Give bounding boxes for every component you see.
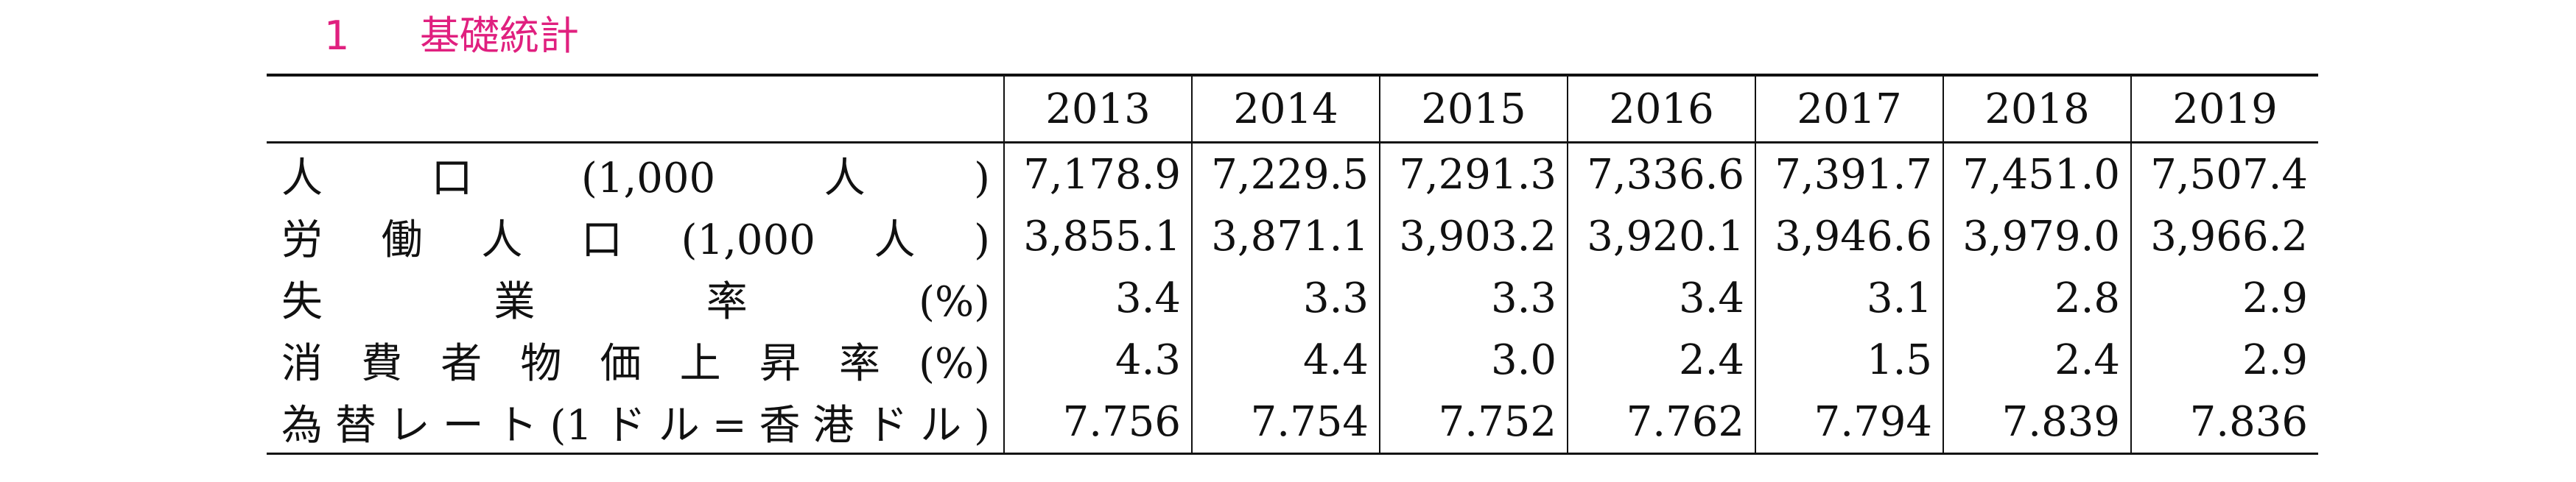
cell-value: 7.839 (1942, 391, 2131, 455)
cell-value: 3.3 (1379, 267, 1568, 329)
cell-value: 2.4 (1942, 329, 2131, 391)
cell-value: 3,903.2 (1379, 205, 1568, 267)
cell-value: 3,946.6 (1755, 205, 1943, 267)
cell-value: 7,178.9 (1003, 142, 1192, 205)
cell-value: 7,507.4 (2130, 142, 2318, 205)
column-header: 2015 (1379, 74, 1568, 143)
cell-value: 2.9 (2130, 267, 2318, 329)
cell-value: 3.4 (1003, 267, 1192, 329)
table-head: 2013 2014 2015 2016 2017 2018 2019 (267, 74, 2318, 143)
cell-value: 1.5 (1755, 329, 1943, 391)
cell-value: 7.794 (1755, 391, 1943, 455)
cell-value: 7,229.5 (1191, 142, 1380, 205)
stats-table: 2013 2014 2015 2016 2017 2018 2019 人口(1,000人) 7… (267, 74, 2318, 455)
cell-value: 3,855.1 (1003, 205, 1192, 267)
table-body: 人口(1,000人) 7,178.9 7,229.5 7,291.3 7,336.6 7,… (267, 142, 2318, 455)
cell-value: 3,979.0 (1942, 205, 2131, 267)
cell-value: 3.1 (1755, 267, 1943, 329)
table-row: 労働人口(1,000人) 3,855.1 3,871.1 3,903.2 3,920.1… (267, 205, 2318, 267)
cell-value: 4.3 (1003, 329, 1192, 391)
row-label: 労働人口(1,000人) (281, 216, 990, 264)
column-header: 2014 (1191, 74, 1380, 143)
corner-cell (267, 74, 1004, 143)
table-row: 人口(1,000人) 7,178.9 7,229.5 7,291.3 7,336.6 7,… (267, 142, 2318, 205)
cell-value: 3.0 (1379, 329, 1568, 391)
cell-value: 7.752 (1379, 391, 1568, 455)
cell-value: 3.3 (1191, 267, 1380, 329)
section-title: 1 基礎統計 (324, 3, 579, 61)
table-row: 為替レート(1ドル=香港ドル) 7.756 7.754 7.752 7.762 7.794… (267, 391, 2318, 455)
cell-value: 7,391.7 (1755, 142, 1943, 205)
cell-value: 7.756 (1003, 391, 1192, 455)
cell-value: 4.4 (1191, 329, 1380, 391)
cell-value: 3,966.2 (2130, 205, 2318, 267)
cell-value: 7,336.6 (1567, 142, 1755, 205)
cell-value: 2.8 (1942, 267, 2131, 329)
row-label: 失業率(%) (281, 277, 990, 326)
cell-value: 7.762 (1567, 391, 1755, 455)
table-row: 消費者物価上昇率(%) 4.3 4.4 3.0 2.4 1.5 2.4 2.9 (267, 329, 2318, 391)
column-header: 2013 (1003, 74, 1192, 143)
cell-value: 7,451.0 (1942, 142, 2131, 205)
header-row: 2013 2014 2015 2016 2017 2018 2019 (267, 74, 2318, 143)
column-header: 2019 (2130, 74, 2318, 143)
cell-value: 7.836 (2130, 391, 2318, 455)
column-header: 2017 (1755, 74, 1943, 143)
cell-value: 2.9 (2130, 329, 2318, 391)
row-label: 為替レート(1ドル=香港ドル) (267, 391, 1004, 455)
table-row: 失業率(%) 3.4 3.3 3.3 3.4 3.1 2.8 2.9 (267, 267, 2318, 329)
column-header: 2018 (1942, 74, 2131, 143)
cell-value: 7,291.3 (1379, 142, 1568, 205)
section-text: 基礎統計 (420, 13, 579, 59)
column-header: 2016 (1567, 74, 1755, 143)
cell-value: 3,871.1 (1191, 205, 1380, 267)
cell-value: 2.4 (1567, 329, 1755, 391)
cell-value: 3.4 (1567, 267, 1755, 329)
row-label: 消費者物価上昇率(%) (281, 339, 990, 388)
cell-value: 3,920.1 (1567, 205, 1755, 267)
section-number: 1 (324, 13, 350, 59)
cell-value: 7.754 (1191, 391, 1380, 455)
row-label: 人口(1,000人) (281, 154, 990, 202)
